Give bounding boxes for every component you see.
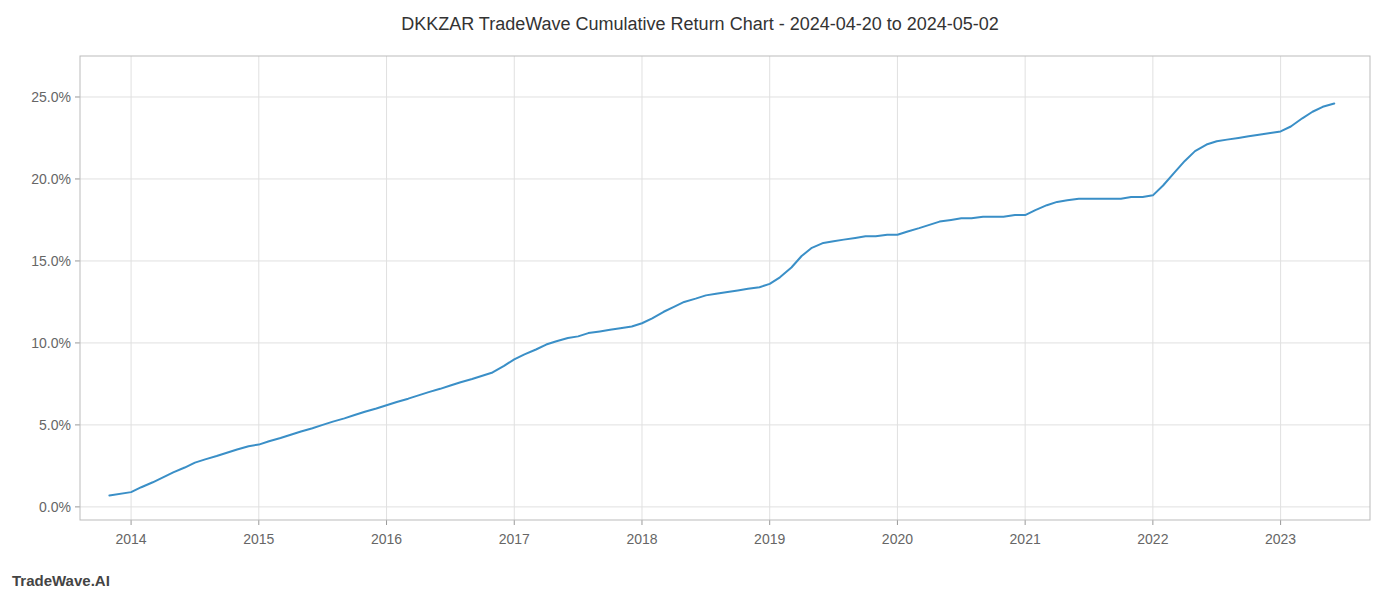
x-grid-line (258, 56, 259, 520)
grid (80, 56, 1370, 520)
y-tick (75, 96, 80, 97)
x-tick (386, 520, 387, 525)
x-tick-label: 2019 (754, 531, 785, 547)
y-tick (75, 342, 80, 343)
y-tick-label: 5.0% (39, 417, 71, 433)
y-tick (75, 178, 80, 179)
x-tick (1025, 520, 1026, 525)
x-tick (131, 520, 132, 525)
y-tick-label: 15.0% (31, 253, 71, 269)
x-tick-label: 2017 (499, 531, 530, 547)
y-tick (75, 260, 80, 261)
y-grid-line (80, 342, 1370, 343)
y-tick-label: 10.0% (31, 335, 71, 351)
x-grid-line (514, 56, 515, 520)
y-grid-line (80, 424, 1370, 425)
y-grid-line (80, 178, 1370, 179)
y-grid-line (80, 260, 1370, 261)
x-grid-line (386, 56, 387, 520)
x-tick-label: 2018 (626, 531, 657, 547)
x-tick-label: 2020 (882, 531, 913, 547)
title: DKKZAR TradeWave Cumulative Return Chart… (401, 14, 999, 34)
x-tick (1152, 520, 1153, 525)
x-tick-label: 2016 (371, 531, 402, 547)
series (109, 104, 1334, 496)
y-tick (75, 506, 80, 507)
x-grid-line (1152, 56, 1153, 520)
x-grid-line (897, 56, 898, 520)
axes: 0.0% 5.0% 10.0% 15.0% 20.0% 25.0% 2014 2015 2016… (31, 56, 1370, 547)
x-tick (769, 520, 770, 525)
x-grid-line (1280, 56, 1281, 520)
x-tick (514, 520, 515, 525)
x-grid-line (131, 56, 132, 520)
x-tick-label: 2015 (243, 531, 274, 547)
x-tick-label: 2023 (1265, 531, 1296, 547)
y-grid-line (80, 506, 1370, 507)
y-tick-label: 25.0% (31, 89, 71, 105)
x-tick-label: 2021 (1010, 531, 1041, 547)
x-tick (1280, 520, 1281, 525)
y-tick-label: 20.0% (31, 171, 71, 187)
y-tick-label: 0.0% (39, 499, 71, 515)
x-tick-label: 2022 (1137, 531, 1168, 547)
y-tick (75, 424, 80, 425)
watermark: TradeWave.AI (12, 572, 110, 589)
x-tick (641, 520, 642, 525)
line (109, 104, 1334, 496)
plot-frame (80, 56, 1370, 520)
x-grid-line (1025, 56, 1026, 520)
x-tick (897, 520, 898, 525)
x-tick (258, 520, 259, 525)
x-grid-line (641, 56, 642, 520)
x-grid-line (769, 56, 770, 520)
chart: DKKZAR TradeWave Cumulative Return Chart… (0, 0, 1400, 600)
x-tick-label: 2014 (116, 531, 147, 547)
y-grid-line (80, 96, 1370, 97)
